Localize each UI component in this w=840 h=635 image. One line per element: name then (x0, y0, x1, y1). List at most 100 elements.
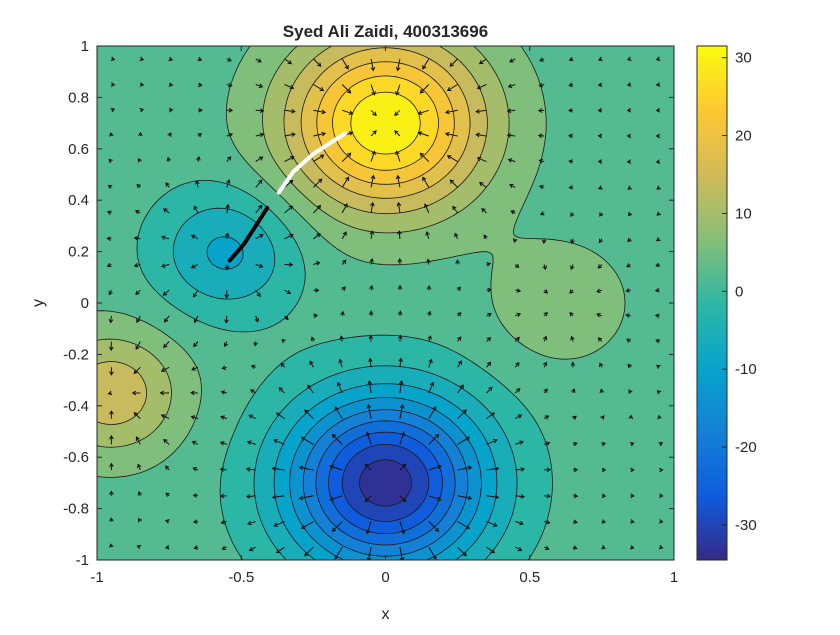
quiver-arrow (168, 107, 174, 113)
y-tick-label: 1 (81, 38, 89, 55)
quiver-arrow (137, 157, 142, 163)
colorbar-tick-label: 10 (735, 205, 752, 222)
colorbar-gradient (696, 45, 728, 561)
quiver-arrow (626, 263, 631, 268)
quiver-arrow (455, 259, 460, 265)
quiver-arrow (133, 366, 141, 374)
quiver-arrow (255, 289, 261, 298)
quiver-arrow (452, 205, 459, 214)
quiver-arrow (284, 84, 295, 90)
quiver-arrow (597, 337, 603, 342)
quiver-arrow (190, 264, 199, 269)
quiver-arrow (247, 520, 256, 526)
quiver-arrow (160, 235, 170, 240)
quiver-arrow (368, 357, 373, 368)
quiver-arrow (395, 174, 401, 188)
quiver-arrow (397, 334, 403, 342)
quiver-arrow (486, 546, 496, 554)
quiver-arrow (278, 387, 285, 394)
quiver-arrow (298, 495, 314, 501)
contour-line (302, 409, 469, 557)
quiver-arrow (395, 84, 401, 96)
quiver-arrow (135, 341, 141, 350)
quiver-arrow (597, 82, 603, 87)
quiver-arrow (219, 493, 227, 499)
quiver-arrow (627, 363, 632, 369)
quiver-arrow (486, 386, 493, 394)
quiver-arrow (341, 203, 348, 214)
quiver-arrow (449, 179, 458, 188)
quiver-arrow (369, 230, 375, 239)
quiver-arrow (398, 380, 404, 394)
quiver-arrow (394, 130, 401, 137)
quiver-arrow (570, 212, 575, 217)
y-tick-label: 0 (81, 295, 89, 312)
quiver-arrow (599, 212, 604, 217)
quiver-arrow (542, 264, 547, 271)
quiver-arrow (109, 543, 114, 548)
contour-lines (97, 46, 626, 560)
quiver-arrow (428, 546, 437, 560)
quiver-arrow (191, 440, 199, 446)
contour-line (300, 47, 471, 199)
quiver-arrow (223, 341, 229, 348)
quiver-arrow (309, 360, 314, 368)
quiver-arrow (370, 58, 376, 72)
quiver-arrow (226, 57, 232, 62)
quiver-arrow (253, 341, 258, 347)
quiver-arrow (515, 467, 526, 472)
quiver-arrows (106, 56, 664, 560)
quiver-arrow (628, 414, 634, 420)
quiver-arrow (626, 159, 632, 165)
quiver-arrow (543, 311, 548, 317)
quiver-arrow (162, 289, 170, 296)
quiver-arrow (538, 82, 545, 88)
quiver-arrow (419, 152, 430, 162)
quiver-arrow (137, 131, 143, 137)
quiver-arrow (538, 158, 545, 164)
contour-line (97, 46, 626, 478)
quiver-arrow (255, 132, 265, 138)
quiver-arrow (219, 441, 227, 446)
quiver-arrow (572, 415, 577, 420)
y-tick-label: 0.8 (68, 89, 89, 106)
quiver-arrow (220, 519, 227, 525)
quiver-arrow (656, 185, 661, 190)
quiver-arrow (110, 108, 116, 113)
quiver-arrow (659, 493, 664, 499)
quiver-arrow (168, 82, 174, 87)
y-axis-label: y (30, 299, 47, 307)
quiver-arrow (544, 441, 551, 446)
quiver-arrow (133, 236, 141, 241)
quiver-arrow (510, 210, 516, 215)
x-axis-label: x (382, 606, 390, 623)
quiver-arrow (486, 412, 496, 420)
quiver-arrow (601, 544, 606, 550)
quiver-arrow (514, 336, 520, 342)
quiver-arrow (366, 547, 372, 560)
quiver-arrow (369, 258, 374, 265)
quiver-arrow (541, 238, 547, 245)
quiver-arrow (108, 158, 113, 164)
quiver-arrow (483, 234, 488, 240)
quiver-arrow (656, 364, 661, 369)
quiver-arrow (572, 467, 579, 473)
quiver-arrow (310, 336, 316, 342)
quiver-arrow (255, 156, 264, 163)
quiver-arrow (224, 290, 230, 299)
quiver-arrow (106, 262, 112, 268)
quiver-arrow (110, 56, 116, 62)
quiver-arrow (313, 154, 325, 163)
quiver-arrow (507, 83, 516, 89)
quiver-arrow (137, 463, 142, 471)
quiver-arrow (599, 388, 605, 394)
quiver-arrow (313, 313, 319, 319)
x-tick-label: 0.5 (519, 569, 540, 586)
quiver-arrow (225, 203, 230, 214)
quiver-arrow (313, 204, 322, 214)
quiver-arrow (364, 463, 372, 471)
quiver-arrow (572, 545, 578, 550)
quiver-arrow (139, 82, 145, 87)
colorbar-tick-label: -30 (735, 517, 757, 534)
